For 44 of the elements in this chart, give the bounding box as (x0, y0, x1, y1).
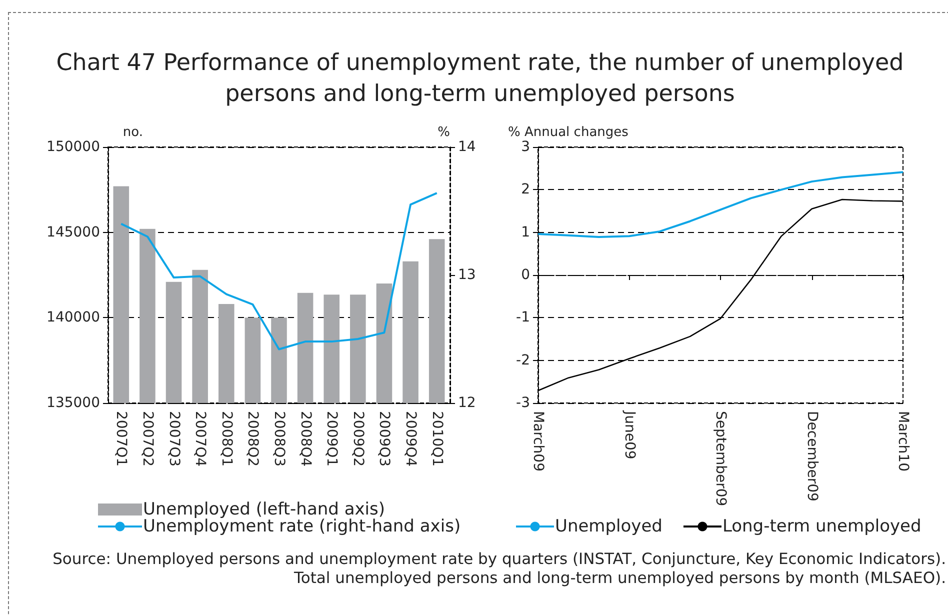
x-tick-label: 2009Q2 (350, 411, 366, 467)
y-tick-label: 145000 (46, 224, 100, 240)
y-tick-label: -2 (516, 352, 530, 368)
x-tick-label: 2007Q3 (166, 411, 182, 467)
y-tick-label: 140000 (46, 310, 100, 326)
line-series (120, 192, 438, 350)
y-tick-label: 1 (521, 224, 530, 240)
x-tick-label: December09 (804, 411, 820, 502)
x-tick-label: June09 (621, 410, 638, 460)
x-tick-label: 2009Q1 (324, 411, 340, 467)
x-tick-label: March10 (895, 411, 911, 472)
y-axis-title: % Annual changes (508, 125, 629, 140)
y-tick-label: 3 (521, 139, 530, 155)
y-axis-title: no. (122, 125, 143, 140)
x-tick-label: 2008Q4 (297, 411, 314, 467)
legend-label: Unemployment rate (right-hand axis) (143, 516, 461, 536)
legend-label: Long-term unemployed (722, 516, 922, 536)
x-tick-label: 2009Q3 (376, 411, 392, 467)
y2-tick-label: 14 (458, 139, 476, 155)
y-tick-label: 135000 (46, 395, 100, 411)
x-tick-label: 2010Q1 (428, 411, 445, 467)
x-tick-label: 2007Q2 (139, 411, 156, 467)
y-tick-label: 0 (521, 267, 530, 283)
x-tick-label: 2008Q1 (218, 411, 234, 467)
y-tick-label: 2 (521, 182, 530, 198)
x-tick-label: 2009Q4 (402, 411, 419, 467)
y-tick-label: 150000 (46, 139, 100, 155)
source-note: Source: Unemployed persons and unemployment rate by quarters (INSTAT, Conjuncture, Key Economic Indicators). (52, 550, 946, 569)
y2-tick-label: 13 (458, 267, 476, 283)
y-tick-label: -3 (516, 395, 530, 411)
x-tick-label: March09 (530, 411, 546, 472)
x-tick-label: 2007Q4 (192, 411, 208, 467)
text: Total unemployed persons and long-term unemployed persons by month (MLSAEO). (293, 569, 946, 588)
x-tick-label: 2008Q2 (244, 411, 261, 467)
chart-title: Chart 47 Performance of unemployment rate, the number of unemployed persons and long-term unemployed persons (55, 49, 905, 109)
line-series (537, 171, 904, 238)
x-tick-label: 2007Q1 (113, 411, 130, 467)
legend-label: Unemployed (left-hand axis) (143, 500, 386, 520)
legend-label: Unemployed (555, 516, 662, 536)
y-tick-label: -1 (516, 310, 530, 326)
x-tick-label: 2008Q3 (271, 411, 287, 467)
y2-axis-title: % (438, 125, 450, 140)
x-tick-label: September09 (712, 411, 728, 506)
y2-tick-label: 12 (458, 395, 476, 411)
